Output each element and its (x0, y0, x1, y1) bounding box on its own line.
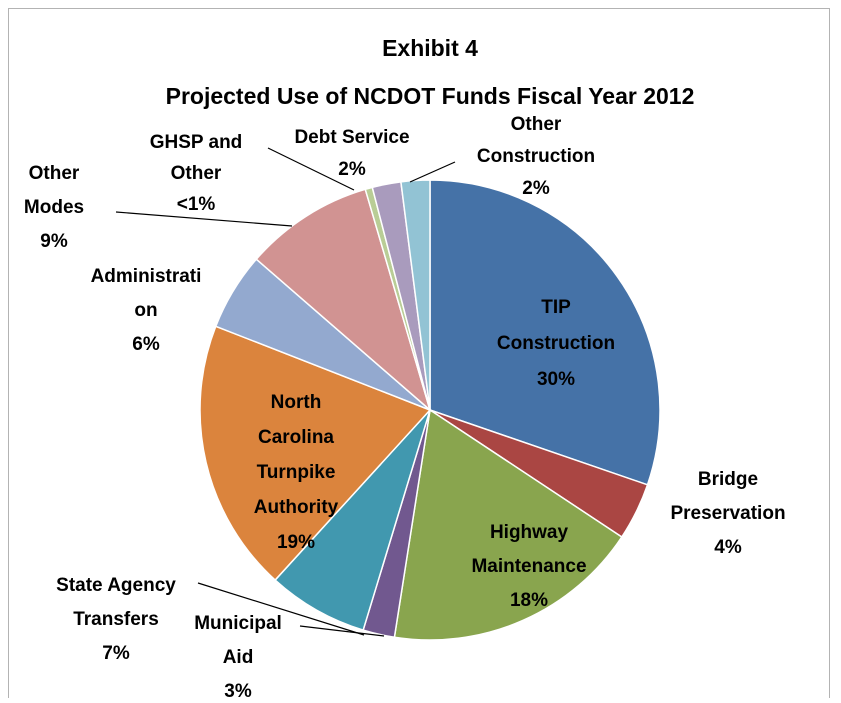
label-line: 4% (714, 537, 742, 558)
label-other-construction: Other Construction 2% (477, 114, 595, 199)
leader-state-agency-transfers (197, 582, 365, 636)
label-tip-construction: TIP Construction 30% (497, 297, 615, 390)
label-line: <1% (177, 194, 216, 215)
label-line: Debt Service (294, 127, 409, 148)
label-line: Construction (497, 333, 615, 354)
label-line: Transfers (73, 609, 159, 630)
label-line: Administrati (91, 266, 202, 287)
label-line: 18% (510, 590, 548, 611)
label-line: Preservation (670, 503, 785, 524)
label-line: 2% (338, 159, 366, 180)
label-line: 30% (537, 369, 575, 390)
chart-subtitle: Projected Use of NCDOT Funds Fiscal Year… (166, 83, 695, 109)
label-line: Other (171, 163, 222, 184)
label-line: Highway (490, 522, 569, 543)
label-line: GHSP and (150, 132, 243, 153)
label-line: Maintenance (471, 556, 586, 577)
label-line: Modes (24, 197, 84, 218)
pie-slices (199, 179, 661, 641)
leader-municipal-aid (299, 625, 385, 637)
label-line: 2% (522, 178, 550, 199)
label-line: Construction (477, 146, 595, 167)
label-bridge-preservation: Bridge Preservation 4% (670, 469, 785, 558)
label-line: 3% (224, 681, 252, 702)
label-state-agency-transfers: State Agency Transfers 7% (56, 575, 176, 664)
label-ghsp-and-other: GHSP and Other <1% (150, 132, 243, 215)
label-line: Bridge (698, 469, 758, 490)
label-other-modes: Other Modes 9% (24, 163, 84, 252)
leader-other-modes (115, 211, 293, 227)
label-line: Municipal (194, 613, 282, 634)
label-line: Aid (223, 647, 254, 668)
label-line: Other (511, 114, 562, 135)
label-highway-maintenance: Highway Maintenance 18% (471, 522, 586, 611)
label-line: Other (29, 163, 80, 184)
slice-labels: TIP Construction 30% Bridge Preservation 4% Hi… (24, 114, 786, 702)
slice-north-carolina-turnpike-authority (199, 325, 432, 582)
label-line: 9% (40, 231, 68, 252)
slice-other-modes (255, 188, 432, 413)
label-line: 7% (102, 643, 130, 664)
label-line: Authority (254, 497, 339, 518)
label-debt-service: Debt Service 2% (294, 127, 409, 180)
label-line: on (134, 300, 157, 321)
label-line: Carolina (258, 427, 334, 448)
label-line: North (271, 392, 322, 413)
label-municipal-aid: Municipal Aid 3% (194, 613, 282, 702)
label-north-carolina-turnpike-authority: North Carolina Turnpike Authority 19% (254, 392, 339, 553)
slice-highway-maintenance (393, 408, 623, 641)
label-line: State Agency (56, 575, 176, 596)
label-administration: Administrati on 6% (91, 266, 202, 355)
label-line: 19% (277, 532, 315, 553)
slice-state-agency-transfers (274, 409, 431, 632)
leader-ghsp-and-other (267, 147, 355, 191)
label-line: 6% (132, 334, 160, 355)
label-line: Turnpike (257, 462, 336, 483)
slice-tip-construction (429, 179, 661, 486)
leader-other-construction (409, 161, 456, 183)
chart-title: Exhibit 4 (382, 35, 478, 61)
slice-other-construction (400, 179, 431, 411)
label-line: TIP (541, 297, 571, 318)
chart-frame (8, 8, 830, 698)
leader-lines (115, 147, 456, 637)
